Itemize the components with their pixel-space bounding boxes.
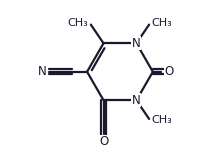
Text: O: O [165,65,174,78]
Text: CH₃: CH₃ [151,116,172,125]
Text: CH₃: CH₃ [68,18,89,28]
Text: O: O [99,135,108,148]
Text: CH₃: CH₃ [151,18,172,28]
Text: N: N [38,65,47,78]
Text: N: N [132,37,141,50]
Text: N: N [132,94,141,107]
